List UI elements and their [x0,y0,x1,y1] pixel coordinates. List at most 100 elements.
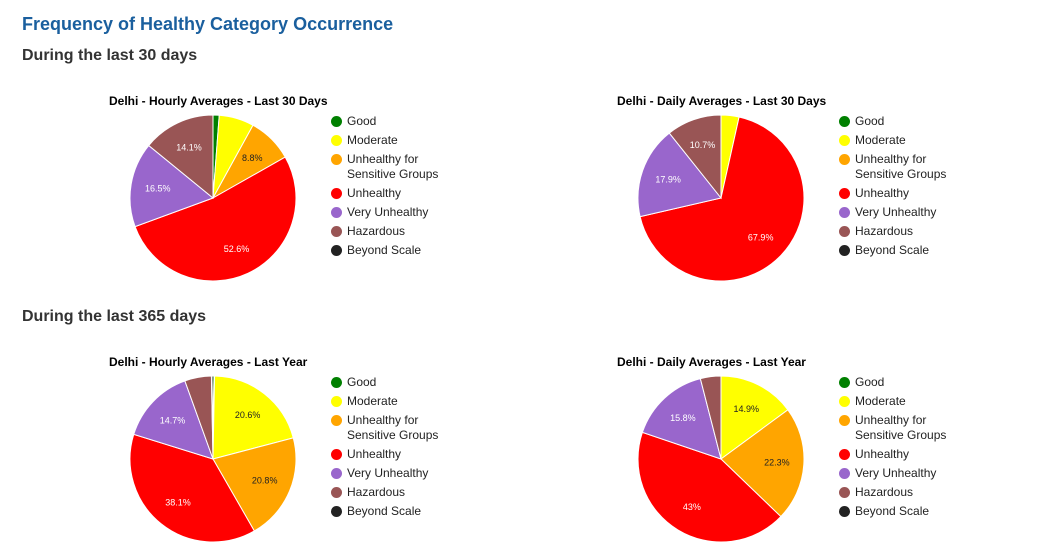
slice-data-label: 38.1% [165,498,191,508]
legend-item-good[interactable]: Good [839,375,955,390]
pie-slice-hazardous[interactable] [148,114,214,200]
legend-label: Hazardous [347,224,406,238]
legend-item-unhealthy[interactable]: Unhealthy [839,186,955,201]
pie-slice-unhealthy[interactable] [134,156,297,282]
chart-title: Delhi - Daily Averages - Last Year [617,355,806,369]
chart-daily-30-days: Delhi - Daily Averages - Last 30 Days 67… [617,94,1045,294]
legend-swatch [839,377,850,388]
legend-item-hazardous[interactable]: Hazardous [839,485,955,500]
chart-legend: Good Moderate Unhealthy for Sensitive Grou… [331,375,447,523]
legend-label: Unhealthy [855,447,910,461]
legend-swatch [331,207,342,218]
legend-item-unhealthy[interactable]: Unhealthy [839,447,955,462]
pie-slice-very-unhealthy[interactable] [133,380,214,460]
legend-swatch [331,506,342,517]
legend-item-very-unhealthy[interactable]: Very Unhealthy [331,466,447,481]
legend-label: Very Unhealthy [855,466,937,480]
legend-item-beyond-scale[interactable]: Beyond Scale [839,243,955,258]
legend-item-hazardous[interactable]: Hazardous [839,224,955,239]
legend-item-unhealthy-sensitive[interactable]: Unhealthy for Sensitive Groups [331,413,447,443]
legend-swatch [839,154,850,165]
legend-item-unhealthy[interactable]: Unhealthy [331,186,447,201]
legend-swatch [331,135,342,146]
section-title-365-days: During the last 365 days [22,308,207,325]
pie-chart[interactable]: 8.8% 52.6% 16.5% 14.1% [129,114,297,282]
legend-label: Hazardous [855,485,914,499]
pie-chart[interactable]: 20.6% 20.8% 38.1% 14.7% [129,375,297,543]
legend-label: Beyond Scale [347,504,422,518]
chart-title: Delhi - Hourly Averages - Last 30 Days [109,94,328,108]
legend-item-very-unhealthy[interactable]: Very Unhealthy [331,205,447,220]
slice-data-label: 22.3% [764,458,790,468]
legend-label: Moderate [347,394,398,408]
pie-slice-moderate[interactable] [720,375,789,460]
legend-item-moderate[interactable]: Moderate [331,394,447,409]
slice-data-label: 16.5% [145,184,171,194]
slice-data-label: 20.8% [252,476,278,486]
pie-slice-unhealthy[interactable] [129,433,256,543]
legend-item-moderate[interactable]: Moderate [839,394,955,409]
legend-swatch [839,487,850,498]
pie-slice-unhealthy[interactable] [639,116,805,282]
legend-item-good[interactable]: Good [331,375,447,390]
legend-item-beyond-scale[interactable]: Beyond Scale [331,243,447,258]
legend-item-hazardous[interactable]: Hazardous [331,485,447,500]
pie-slice-unhealthy-sensitive[interactable] [720,409,805,518]
legend-swatch [331,154,342,165]
pie-slice-unhealthy-sensitive[interactable] [212,437,297,532]
legend-swatch [331,449,342,460]
legend-item-hazardous[interactable]: Hazardous [331,224,447,239]
pie-slice-hazardous[interactable] [668,114,722,200]
legend-item-unhealthy[interactable]: Unhealthy [331,447,447,462]
legend-swatch [331,116,342,127]
pie-slice-very-unhealthy[interactable] [641,378,722,460]
legend-item-good[interactable]: Good [331,114,447,129]
legend-swatch [839,506,850,517]
slice-data-label: 8.8% [242,153,263,163]
slice-data-label: 20.6% [235,410,261,420]
legend-item-unhealthy-sensitive[interactable]: Unhealthy for Sensitive Groups [839,413,955,443]
legend-label: Unhealthy [347,447,402,461]
legend-swatch [839,449,850,460]
pie-slice-unhealthy[interactable] [637,431,782,543]
pie-slice-very-unhealthy[interactable] [637,132,722,218]
slice-data-label: 14.9% [734,404,760,414]
legend-item-unhealthy-sensitive[interactable]: Unhealthy for Sensitive Groups [839,152,955,182]
chart-title: Delhi - Hourly Averages - Last Year [109,355,308,369]
legend-swatch [839,245,850,256]
pie-chart[interactable]: 14.9% 22.3% 43% 15.8% [637,375,805,543]
legend-label: Unhealthy for Sensitive Groups [855,413,947,442]
legend-item-beyond-scale[interactable]: Beyond Scale [839,504,955,519]
slice-data-label: 17.9% [655,175,681,185]
legend-label: Very Unhealthy [347,205,429,219]
pie-slice-very-unhealthy[interactable] [129,144,214,228]
legend-label: Hazardous [855,224,914,238]
pie-slice-moderate[interactable] [212,375,294,460]
legend-swatch [839,415,850,426]
legend-item-very-unhealthy[interactable]: Very Unhealthy [839,205,955,220]
chart-title: Delhi - Daily Averages - Last 30 Days [617,94,827,108]
chart-hourly-30-days: Delhi - Hourly Averages - Last 30 Days 8… [109,94,609,294]
chart-legend: Good Moderate Unhealthy for Sensitive Grou… [839,114,955,262]
legend-item-beyond-scale[interactable]: Beyond Scale [331,504,447,519]
pie-chart[interactable]: 67.9% 17.9% 10.7% [637,114,805,282]
legend-swatch [331,188,342,199]
page-title: Frequency of Healthy Category Occurrence [22,14,394,34]
legend-swatch [839,207,850,218]
legend-item-very-unhealthy[interactable]: Very Unhealthy [839,466,955,481]
pie-slice-beyond-scale[interactable] [210,375,214,460]
legend-item-unhealthy-sensitive[interactable]: Unhealthy for Sensitive Groups [331,152,447,182]
slice-data-label: 52.6% [224,244,250,254]
legend-swatch [331,245,342,256]
legend-item-moderate[interactable]: Moderate [839,133,955,148]
legend-label: Beyond Scale [855,504,930,518]
legend-label: Good [855,114,885,128]
slice-data-label: 15.8% [670,413,696,423]
legend-swatch [331,468,342,479]
legend-item-good[interactable]: Good [839,114,955,129]
legend-item-moderate[interactable]: Moderate [331,133,447,148]
legend-swatch [839,188,850,199]
legend-label: Good [347,114,377,128]
pie-slice-hazardous[interactable] [699,375,722,460]
legend-label: Good [855,375,885,389]
